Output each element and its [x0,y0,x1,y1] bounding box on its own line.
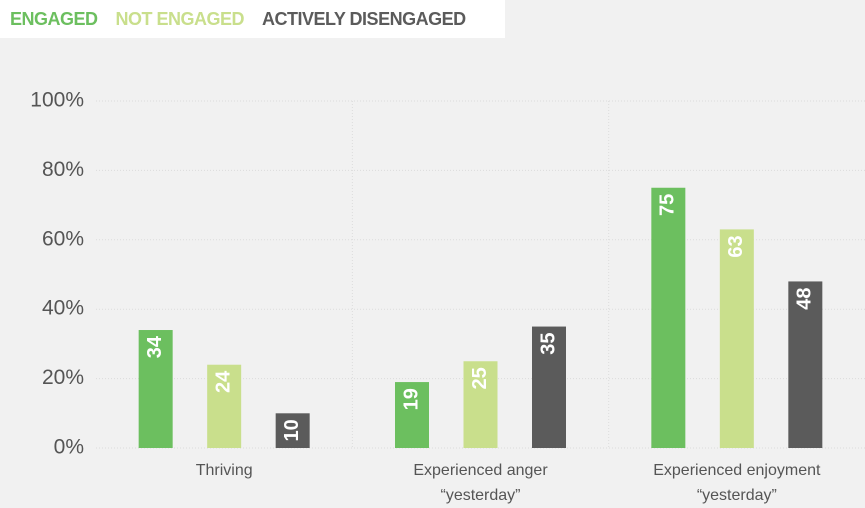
legend-entry: NOT ENGAGED [115,8,245,29]
x-tick-label: Experienced anger “yesterday” [413,462,548,504]
legend: ENGAGED NOT ENGAGED ACTIVELY DISENGAGED [0,0,505,38]
data-label: 35 [537,333,559,355]
bar [788,281,823,448]
x-tick-label: Experienced enjoyment “yesterday” [653,462,821,504]
data-label: 10 [281,419,303,441]
data-label: 75 [657,194,679,216]
y-tick-label: 100% [30,89,84,112]
y-tick-label: 40% [42,297,84,320]
x-tick-label: Thriving [195,462,253,479]
bar [463,361,498,448]
legend-entry: ACTIVELY DISENGAGED [262,8,466,29]
data-label: 24 [212,370,234,393]
bar [395,382,429,448]
data-label: 48 [794,287,816,309]
y-tick-label: 20% [42,366,84,389]
bar [532,326,566,448]
data-label: 63 [725,235,747,257]
y-tick-label: 80% [42,158,84,181]
data-label: 19 [400,388,422,410]
bar [138,330,173,448]
y-tick-label: 0% [54,436,84,459]
y-tick-label: 60% [42,227,84,250]
bar [275,413,310,448]
data-label: 34 [144,335,166,358]
bar [651,187,686,448]
bar [719,229,754,448]
bar [207,364,242,448]
data-label: 25 [469,367,491,389]
legend-entry: ENGAGED [10,8,98,29]
